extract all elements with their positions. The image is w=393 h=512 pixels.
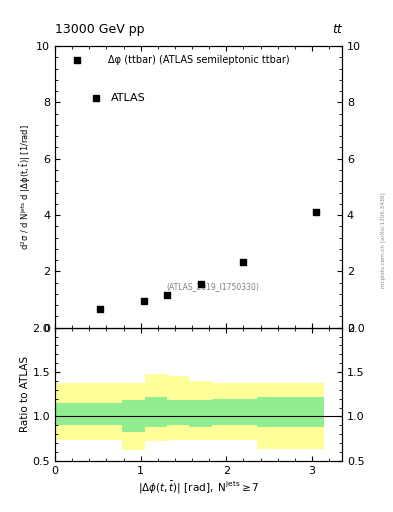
Point (313, 208, 320, 216)
Text: Δφ (ttbar) (ATLAS semileptonic ttbar): Δφ (ttbar) (ATLAS semileptonic ttbar) (108, 55, 289, 65)
Point (74, 56, 81, 64)
Legend: ATLAS: ATLAS (81, 88, 150, 107)
Text: (ATLAS_2019_I1750330): (ATLAS_2019_I1750330) (166, 282, 259, 291)
Point (197, 280, 204, 288)
Point (96, 305, 103, 313)
Point (240, 258, 246, 266)
Point (141, 297, 147, 305)
Text: mcplots.cern.ch [arXiv:1306.3436]: mcplots.cern.ch [arXiv:1306.3436] (381, 193, 386, 288)
Text: tt: tt (332, 23, 342, 36)
X-axis label: $|\Delta\phi(t,\bar{t})|\ \mathsf{[rad],\ N^{jets} \geq 7}$: $|\Delta\phi(t,\bar{t})|\ \mathsf{[rad],… (138, 480, 259, 496)
Point (164, 291, 170, 300)
Y-axis label: $\mathsf{d^2\sigma\ /\ d\ N^{jets}\ d\ |\Delta\phi(t,\bar{t})|\ [1/rad]}$: $\mathsf{d^2\sigma\ /\ d\ N^{jets}\ d\ |… (18, 124, 33, 250)
Y-axis label: Ratio to ATLAS: Ratio to ATLAS (20, 356, 29, 432)
Text: 13000 GeV pp: 13000 GeV pp (55, 23, 145, 36)
